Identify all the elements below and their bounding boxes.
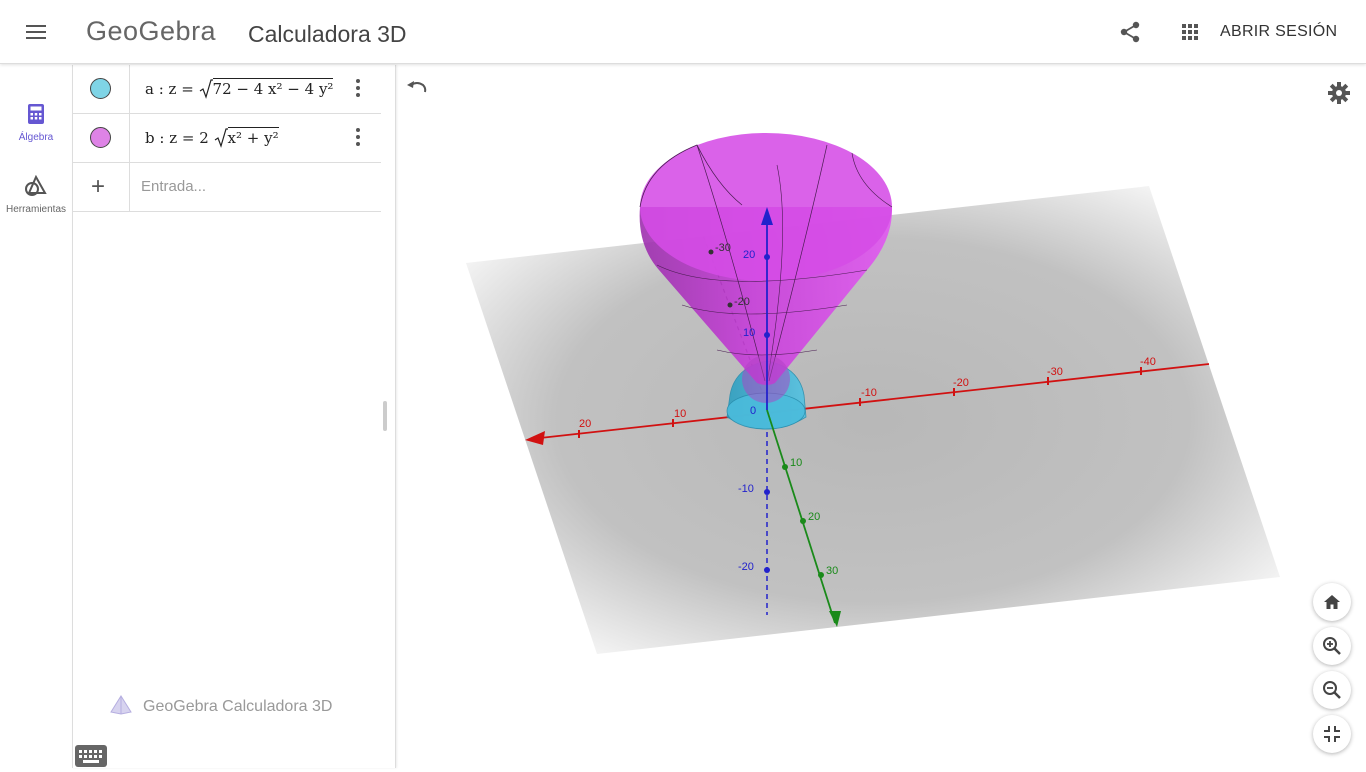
settings-gear-icon[interactable]: [1327, 81, 1351, 105]
app-title: Calculadora 3D: [248, 21, 407, 47]
x-tick-label: -30: [1047, 366, 1063, 378]
y-axis: [766, 409, 836, 624]
algebra-input-row: +: [73, 163, 381, 212]
y-tick-label: 20: [808, 511, 820, 523]
x-axis-ticks: [578, 367, 1142, 438]
add-icon[interactable]: +: [91, 173, 106, 200]
z-tick-label: 10: [743, 327, 755, 339]
home-view-button[interactable]: [1313, 583, 1351, 621]
z-tick-label: -10: [738, 483, 754, 495]
x-tick-label: -40: [1140, 356, 1156, 368]
calculator-icon: [28, 104, 44, 124]
formula-a[interactable]: a : z = 72 − 4 x² − 4 y²: [145, 78, 334, 99]
x-axis: [539, 363, 1210, 439]
y-tick-label: 10: [790, 457, 802, 469]
algebra-row-a[interactable]: a : z = 72 − 4 x² − 4 y²: [73, 65, 381, 114]
y-axis-ticks: [782, 464, 824, 578]
z-axis-arrow: [761, 207, 773, 225]
sqrt-icon: [214, 128, 228, 148]
x-tick-label: -10: [861, 387, 877, 399]
zoom-in-button[interactable]: [1313, 627, 1351, 665]
y-back-tick-label: -30: [715, 242, 731, 254]
sidebar-item-algebra[interactable]: Álgebra: [0, 103, 72, 143]
z-axis-tick-labels: 10 20 -10 -20: [738, 249, 755, 573]
home-icon: [1324, 595, 1340, 609]
x-axis-tick-labels: 20 10 -10 -20 -30 -40: [579, 356, 1156, 430]
origin-label: 0: [750, 405, 756, 417]
z-tick-label: -20: [738, 561, 754, 573]
fullscreen-exit-icon: [1324, 726, 1340, 742]
geogebra-3d-icon: [110, 695, 132, 715]
formula-b[interactable]: b : z = 2 x² + y²: [145, 127, 279, 148]
z-axis-ticks: [764, 254, 770, 573]
exit-fullscreen-button[interactable]: [1313, 715, 1351, 753]
geogebra-logo: GeoGebra: [86, 16, 217, 46]
login-button[interactable]: ABRIR SESIÓN: [1220, 23, 1338, 40]
z-tick-label: 20: [743, 249, 755, 261]
graphics-3d-view[interactable]: 20 10 -10 -20 -30 -40 10 20 30 -30 -20 1…: [397, 65, 1366, 768]
graphics-canvas[interactable]: 20 10 -10 -20 -30 -40 10 20 30 -30 -20 1…: [397, 65, 1366, 768]
menu-icon[interactable]: [20, 20, 52, 44]
undo-icon[interactable]: [405, 77, 429, 101]
panel-resize-handle[interactable]: [383, 401, 387, 431]
visibility-toggle-b[interactable]: [90, 127, 111, 148]
brand-footer: GeoGebra Calculadora 3D: [109, 695, 332, 716]
zoom-out-icon: [1323, 681, 1341, 699]
y-axis-arrow: [829, 611, 841, 627]
y-tick-label: 30: [826, 565, 838, 577]
sidebar-item-label: Herramientas: [5, 204, 67, 215]
tools-icon: [25, 174, 47, 196]
app-header: GeoGebra Calculadora 3D ABRIR SESIÓN: [0, 0, 1366, 64]
xoy-plane: [466, 186, 1280, 654]
share-icon[interactable]: [1116, 18, 1144, 46]
zoom-out-button[interactable]: [1313, 671, 1351, 709]
x-tick-label: 10: [674, 408, 686, 420]
keyboard-icon[interactable]: [75, 745, 107, 767]
algebra-input[interactable]: [141, 178, 371, 195]
surface-b-cone: [639, 133, 893, 403]
apps-grid-icon[interactable]: [1178, 20, 1202, 44]
visibility-toggle-a[interactable]: [90, 78, 111, 99]
sqrt-icon: [199, 79, 213, 99]
left-sidebar: Álgebra Herramientas: [0, 65, 72, 768]
more-options-icon[interactable]: [353, 128, 363, 148]
y-back-tick-label: -20: [734, 296, 750, 308]
x-tick-label: 20: [579, 418, 591, 430]
sidebar-item-label: Álgebra: [18, 132, 54, 143]
sidebar-item-tools[interactable]: Herramientas: [0, 174, 72, 215]
algebra-view: a : z = 72 − 4 x² − 4 y² b : z = 2 x² + …: [72, 65, 396, 768]
y-axis-back-ticks: -30 -20: [708, 242, 750, 308]
y-axis-tick-labels: 10 20 30: [790, 457, 838, 577]
zoom-in-icon: [1323, 637, 1341, 655]
x-tick-label: -20: [953, 377, 969, 389]
algebra-row-b[interactable]: b : z = 2 x² + y²: [73, 114, 381, 163]
more-options-icon[interactable]: [353, 79, 363, 99]
x-axis-arrow: [525, 431, 545, 445]
